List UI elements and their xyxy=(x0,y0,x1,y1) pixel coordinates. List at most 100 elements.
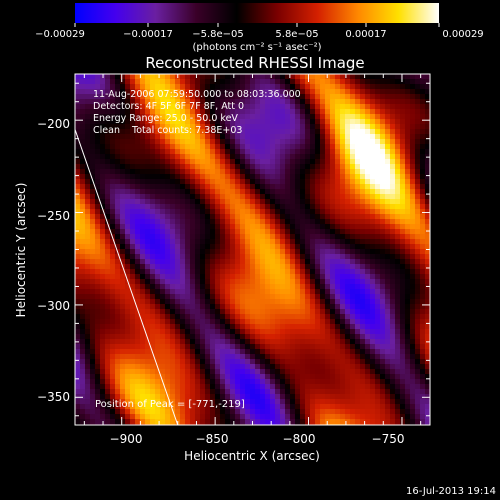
heatmap-cell xyxy=(195,234,201,240)
heatmap-cell xyxy=(415,129,421,135)
heatmap-cell xyxy=(265,294,271,300)
heatmap-cell xyxy=(380,304,386,310)
heatmap-cell xyxy=(135,419,141,425)
heatmap-cell xyxy=(180,404,186,410)
heatmap-cell xyxy=(410,394,416,400)
heatmap-cell xyxy=(260,84,266,90)
heatmap-cell xyxy=(415,204,421,210)
heatmap-cell xyxy=(245,189,251,195)
heatmap-cell xyxy=(280,204,286,210)
heatmap-cell xyxy=(90,254,96,260)
heatmap-cell xyxy=(390,194,396,200)
heatmap-cell xyxy=(80,219,86,225)
heatmap-cell xyxy=(360,364,366,370)
heatmap-cell xyxy=(140,194,146,200)
heatmap-cell xyxy=(265,74,271,80)
heatmap-cell xyxy=(220,329,226,335)
heatmap-cell xyxy=(200,319,206,325)
heatmap-cell xyxy=(185,394,191,400)
heatmap-cell xyxy=(245,169,251,175)
heatmap-cell xyxy=(240,279,246,285)
heatmap-cell xyxy=(265,419,271,425)
heatmap-cell xyxy=(120,79,126,85)
heatmap-cell xyxy=(395,94,401,100)
heatmap-cell xyxy=(230,224,236,230)
heatmap-cell xyxy=(265,364,271,370)
heatmap-cell xyxy=(245,164,251,170)
heatmap-cell xyxy=(255,174,261,180)
heatmap-cell xyxy=(175,254,181,260)
heatmap-cell xyxy=(115,259,121,265)
heatmap-cell xyxy=(415,284,421,290)
heatmap-cell xyxy=(335,204,341,210)
heatmap-cell xyxy=(300,289,306,295)
heatmap-cell xyxy=(365,169,371,175)
heatmap-cell xyxy=(180,129,186,135)
heatmap-cell xyxy=(320,369,326,375)
heatmap-cell xyxy=(100,174,106,180)
heatmap-cell xyxy=(290,109,296,115)
heatmap-cell xyxy=(300,294,306,300)
heatmap-cell xyxy=(75,419,81,425)
heatmap-cell xyxy=(95,259,101,265)
heatmap-cell xyxy=(360,129,366,135)
heatmap-cell xyxy=(320,304,326,310)
heatmap-cell xyxy=(155,79,161,85)
heatmap-cell xyxy=(240,139,246,145)
heatmap-cell xyxy=(405,89,411,95)
heatmap-cell xyxy=(120,299,126,305)
heatmap-cell xyxy=(400,379,406,385)
heatmap-cell xyxy=(270,174,276,180)
heatmap-cell xyxy=(420,239,426,245)
heatmap-cell xyxy=(300,254,306,260)
heatmap-cell xyxy=(85,304,91,310)
heatmap-cell xyxy=(180,204,186,210)
heatmap-cell xyxy=(305,169,311,175)
heatmap-cell xyxy=(410,84,416,90)
heatmap-cell xyxy=(425,134,430,140)
heatmap-cell xyxy=(415,79,421,85)
heatmap-cell xyxy=(75,159,81,165)
heatmap-cell xyxy=(415,224,421,230)
heatmap-cell xyxy=(425,94,430,100)
heatmap-cell xyxy=(370,229,376,235)
heatmap-cell xyxy=(285,79,291,85)
heatmap-cell xyxy=(385,324,391,330)
heatmap-cell xyxy=(390,229,396,235)
heatmap-cell xyxy=(365,304,371,310)
heatmap-cell xyxy=(355,144,361,150)
heatmap-cell xyxy=(160,224,166,230)
heatmap-cell xyxy=(270,144,276,150)
heatmap-cell xyxy=(125,284,131,290)
heatmap-cell xyxy=(155,299,161,305)
heatmap-cell xyxy=(155,204,161,210)
heatmap-cell xyxy=(310,139,316,145)
heatmap-cell xyxy=(295,249,301,255)
heatmap-cell xyxy=(240,334,246,340)
heatmap-cell xyxy=(140,284,146,290)
heatmap-cell xyxy=(355,169,361,175)
heatmap-cell xyxy=(90,329,96,335)
heatmap-cell xyxy=(80,129,86,135)
heatmap-cell xyxy=(75,214,81,220)
heatmap-cell xyxy=(210,269,216,275)
heatmap-cell xyxy=(175,299,181,305)
heatmap-cell xyxy=(250,254,256,260)
heatmap-cell xyxy=(310,319,316,325)
heatmap-cell xyxy=(275,199,281,205)
heatmap-cell xyxy=(155,114,161,120)
heatmap-cell xyxy=(385,209,391,215)
heatmap-cell xyxy=(130,129,136,135)
heatmap-cell xyxy=(165,409,171,415)
heatmap-cell xyxy=(260,229,266,235)
heatmap-cell xyxy=(425,214,430,220)
heatmap-cell xyxy=(370,99,376,105)
heatmap-cell xyxy=(250,414,256,420)
heatmap-cell xyxy=(235,99,241,105)
heatmap-cell xyxy=(140,394,146,400)
heatmap-cell xyxy=(125,199,131,205)
heatmap-cell xyxy=(365,299,371,305)
heatmap-cell xyxy=(270,244,276,250)
heatmap-cell xyxy=(320,84,326,90)
heatmap-cell xyxy=(340,409,346,415)
